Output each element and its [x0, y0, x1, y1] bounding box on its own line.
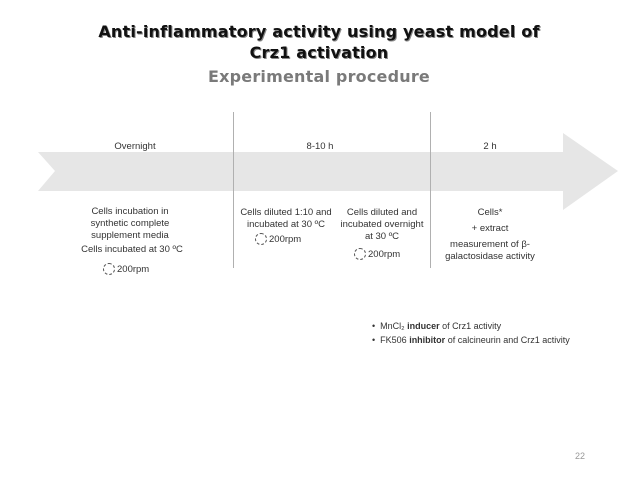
title-line-2: Crz1 activation [249, 43, 389, 62]
page-number: 22 [575, 451, 586, 461]
note2-compound: FK506 [380, 335, 410, 345]
note1-compound: MnCl₂ [380, 321, 408, 331]
note-inhibitor: • FK506 inhibitor of calcineurin and Crz… [372, 335, 570, 345]
note-inducer: • MnCl₂ inducer of Crz1 activity [372, 321, 502, 331]
step2-rpm-text: 200rpm [269, 233, 302, 245]
shaker-icon [103, 263, 115, 275]
step3-line2: incubated overnight [340, 219, 424, 230]
shaker-icon [255, 233, 267, 245]
step1-line2: synthetic complete [90, 218, 170, 229]
step3-description: Cells diluted and incubated overnight at… [336, 207, 428, 243]
phase-2h-label: 2 h [483, 141, 497, 152]
phase-overnight-label: Overnight [114, 141, 156, 152]
step4-description: Cells* + extract measurement of β- galac… [432, 207, 548, 263]
step3-rpm: 200rpm [354, 248, 400, 260]
step1-temp: Cells incubated at 30 ºC [81, 244, 183, 255]
shaker-icon [354, 248, 366, 260]
step4-line3: measurement of β- [450, 239, 530, 250]
divider-2 [430, 112, 431, 268]
step2-line2: incubated at 30 ºC [247, 219, 325, 230]
step1-line1: Cells incubation in [91, 206, 169, 217]
note2-rest: of calcineurin and Crz1 activity [445, 335, 570, 345]
step3-rpm-text: 200rpm [368, 248, 401, 260]
step1-rpm-text: 200rpm [117, 263, 150, 275]
title-line-1: Anti-inflammatory activity using yeast m… [98, 22, 540, 41]
step1-rpm: 200rpm [103, 263, 149, 275]
step1-description: Cells incubation in synthetic complete s… [68, 206, 192, 242]
step2-description: Cells diluted 1:10 and incubated at 30 º… [234, 207, 338, 231]
divider-1 [233, 112, 234, 268]
note1-rest: of Crz1 activity [439, 321, 502, 331]
step2-line1: Cells diluted 1:10 and [240, 207, 332, 218]
step4-line2: + extract [471, 223, 509, 234]
step2-rpm: 200rpm [255, 233, 301, 245]
step4-line4: galactosidase activity [445, 251, 535, 262]
step1-line3: supplement media [91, 230, 169, 241]
step3-line1: Cells diluted and [346, 207, 418, 218]
note2-role: inhibitor [409, 335, 446, 345]
step3-line3: at 30 ºC [364, 231, 400, 242]
step4-line1: Cells* [477, 207, 503, 218]
note1-role: inducer [407, 321, 440, 331]
subtitle: Experimental procedure [207, 67, 430, 86]
phase-8-10h-label: 8-10 h [306, 141, 334, 152]
